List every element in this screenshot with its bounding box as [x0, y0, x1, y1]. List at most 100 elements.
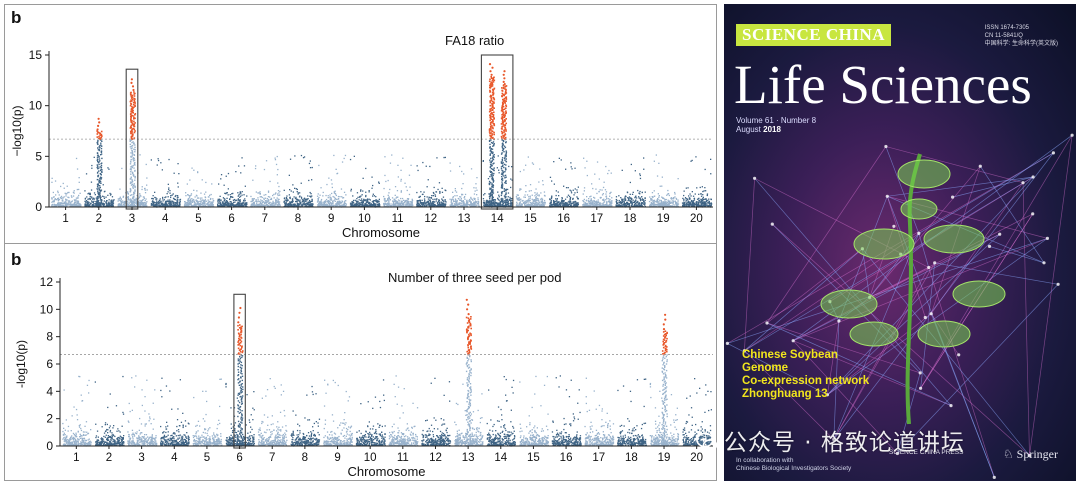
- data-point: [354, 204, 357, 207]
- data-point: [51, 197, 53, 199]
- data-point: [84, 200, 86, 202]
- data-point: [136, 201, 138, 203]
- data-point: [122, 200, 124, 202]
- data-point: [292, 204, 294, 206]
- data-point: [441, 205, 443, 208]
- data-point: [465, 200, 468, 202]
- data-point: [338, 205, 341, 207]
- data-point: [277, 202, 279, 204]
- data-point: [225, 175, 227, 177]
- data-point: [661, 202, 663, 204]
- data-point: [169, 190, 171, 192]
- data-point: [667, 199, 669, 201]
- data-point: [590, 203, 592, 205]
- data-point: [564, 203, 566, 205]
- data-point: [166, 193, 168, 195]
- data-point: [589, 196, 591, 198]
- data-point: [186, 205, 188, 207]
- data-point: [410, 201, 412, 203]
- data-point: [239, 201, 241, 203]
- data-point: [476, 203, 478, 205]
- data-point: [392, 204, 394, 206]
- data-point: [85, 200, 88, 202]
- data-point: [165, 200, 168, 202]
- data-point: [254, 205, 256, 207]
- data-point: [377, 205, 380, 208]
- data-point: [643, 203, 645, 205]
- data-point: [54, 180, 57, 182]
- data-point: [283, 189, 285, 191]
- data-point: [238, 194, 240, 196]
- data-point: [510, 200, 512, 202]
- data-point: [577, 203, 579, 205]
- data-point: [423, 198, 426, 200]
- data-point: [596, 204, 598, 206]
- data-point: [543, 201, 545, 203]
- data-point: [299, 203, 301, 205]
- data-point: [160, 203, 162, 206]
- data-point: [531, 194, 533, 196]
- data-point: [306, 198, 308, 200]
- data-point: [371, 201, 373, 203]
- data-point: [460, 204, 463, 206]
- data-point: [424, 195, 426, 198]
- data-point: [340, 202, 342, 204]
- data-point: [475, 204, 477, 206]
- data-point: [553, 161, 555, 163]
- data-point: [311, 195, 313, 197]
- data-point: [340, 188, 343, 190]
- data-point: [356, 192, 359, 194]
- data-point: [333, 154, 335, 157]
- data-point: [369, 199, 371, 201]
- data-point: [100, 204, 102, 206]
- data-point: [187, 199, 189, 201]
- data-point: [599, 203, 601, 206]
- data-point: [652, 199, 654, 202]
- data-point: [572, 202, 575, 204]
- data-point: [436, 198, 438, 200]
- data-point: [91, 203, 94, 206]
- data-point: [307, 198, 309, 200]
- data-point: [630, 197, 632, 199]
- data-point: [250, 200, 252, 203]
- data-point: [341, 161, 344, 163]
- data-point: [255, 165, 257, 167]
- data-point: [556, 199, 558, 201]
- data-point: [499, 201, 502, 203]
- data-point: [118, 199, 120, 201]
- data-point: [272, 202, 274, 204]
- data-point: [296, 188, 298, 191]
- data-point: [405, 205, 407, 207]
- data-point: [393, 205, 395, 207]
- data-point: [151, 203, 153, 205]
- data-point: [489, 203, 491, 205]
- data-point: [152, 200, 154, 202]
- data-point: [507, 201, 509, 204]
- data-point: [623, 203, 625, 205]
- data-point: [486, 203, 489, 205]
- data-point: [590, 195, 592, 197]
- data-point: [342, 197, 344, 199]
- data-point: [91, 201, 93, 203]
- data-point: [609, 195, 611, 197]
- data-point: [451, 198, 453, 200]
- data-point: [240, 204, 242, 206]
- data-point: [424, 204, 426, 206]
- data-point: [595, 202, 597, 204]
- data-point: [103, 205, 105, 207]
- data-point: [260, 196, 262, 198]
- data-point: [461, 193, 463, 195]
- data-point: [63, 187, 65, 189]
- data-point: [528, 190, 530, 192]
- data-point: [57, 204, 59, 206]
- data-point: [625, 204, 627, 207]
- data-point: [196, 201, 198, 203]
- data-point: [459, 165, 461, 168]
- data-point: [264, 202, 267, 204]
- data-point: [53, 201, 55, 203]
- data-point: [194, 202, 197, 204]
- data-point: [421, 202, 423, 204]
- data-point: [490, 202, 492, 204]
- data-point: [210, 203, 212, 205]
- data-point: [665, 205, 667, 207]
